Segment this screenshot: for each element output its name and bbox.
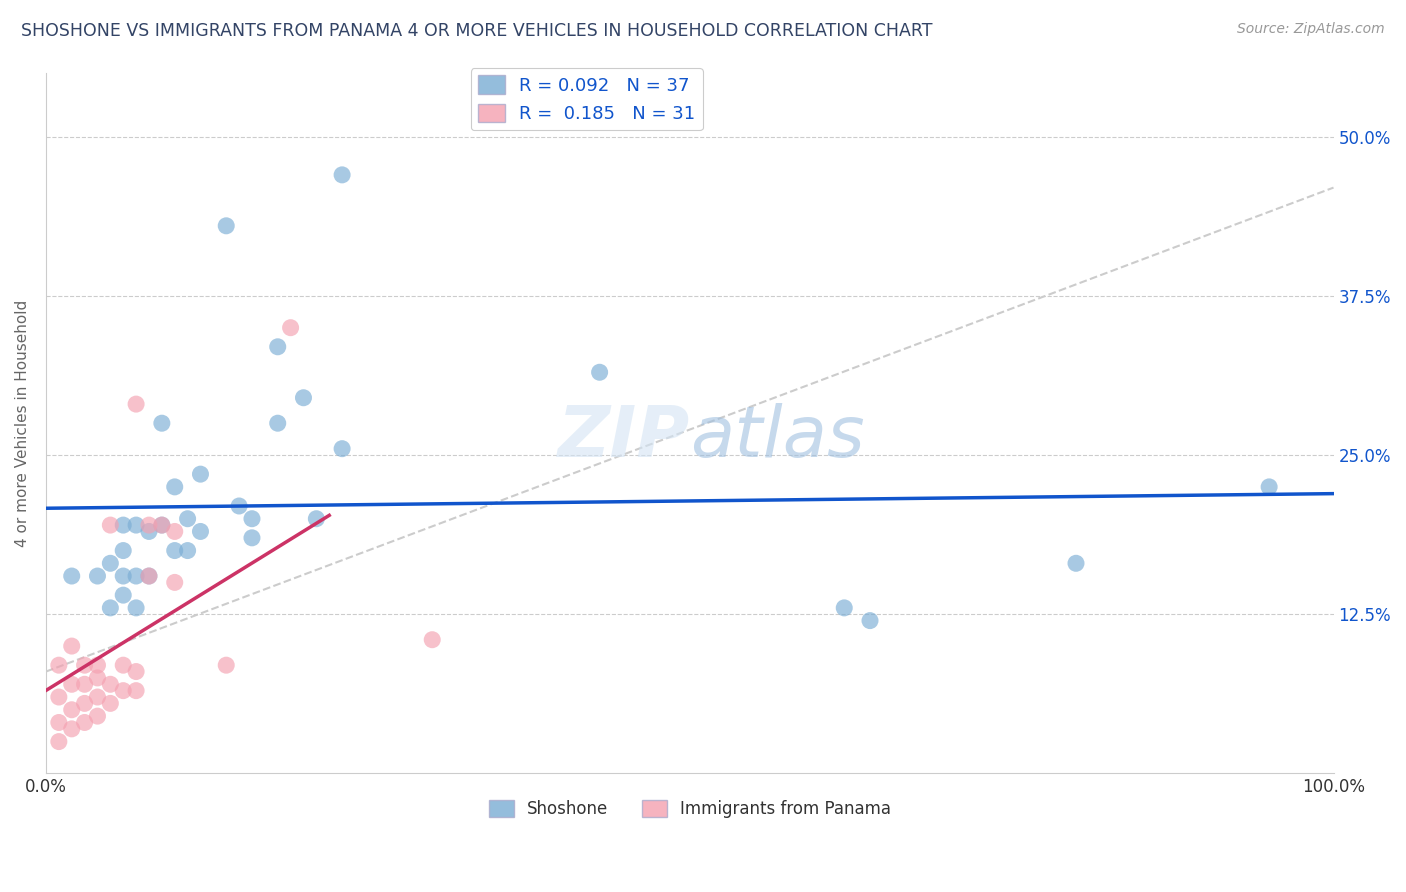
- Point: [125, 683, 148, 698]
- Point: [280, 320, 302, 334]
- Point: [48, 715, 70, 730]
- Point: [292, 391, 315, 405]
- Point: [150, 518, 173, 533]
- Point: [112, 569, 135, 583]
- Point: [150, 416, 173, 430]
- Point: [588, 365, 610, 379]
- Point: [240, 512, 263, 526]
- Point: [138, 569, 160, 583]
- Point: [125, 397, 148, 411]
- Point: [98, 697, 121, 711]
- Point: [215, 219, 238, 233]
- Point: [86, 690, 108, 704]
- Point: [138, 569, 160, 583]
- Point: [98, 556, 121, 570]
- Point: [125, 569, 148, 583]
- Text: atlas: atlas: [690, 402, 865, 472]
- Point: [112, 518, 135, 533]
- Point: [176, 543, 198, 558]
- Point: [60, 722, 83, 736]
- Point: [330, 168, 353, 182]
- Point: [60, 639, 83, 653]
- Point: [98, 518, 121, 533]
- Legend: Shoshone, Immigrants from Panama: Shoshone, Immigrants from Panama: [482, 793, 897, 824]
- Point: [859, 614, 882, 628]
- Point: [832, 600, 855, 615]
- Point: [163, 480, 186, 494]
- Point: [330, 442, 353, 456]
- Point: [86, 658, 108, 673]
- Point: [73, 697, 96, 711]
- Point: [420, 632, 443, 647]
- Point: [125, 600, 148, 615]
- Point: [163, 575, 186, 590]
- Point: [267, 340, 290, 354]
- Point: [163, 524, 186, 539]
- Point: [240, 531, 263, 545]
- Point: [112, 683, 135, 698]
- Point: [138, 524, 160, 539]
- Point: [228, 499, 250, 513]
- Point: [48, 690, 70, 704]
- Point: [60, 703, 83, 717]
- Point: [305, 512, 328, 526]
- Point: [112, 588, 135, 602]
- Point: [125, 665, 148, 679]
- Point: [60, 569, 83, 583]
- Point: [163, 543, 186, 558]
- Point: [60, 677, 83, 691]
- Point: [1258, 480, 1281, 494]
- Text: SHOSHONE VS IMMIGRANTS FROM PANAMA 4 OR MORE VEHICLES IN HOUSEHOLD CORRELATION C: SHOSHONE VS IMMIGRANTS FROM PANAMA 4 OR …: [21, 22, 932, 40]
- Point: [267, 416, 290, 430]
- Point: [98, 677, 121, 691]
- Text: ZIP: ZIP: [558, 402, 690, 472]
- Point: [73, 658, 96, 673]
- Point: [190, 467, 212, 482]
- Point: [73, 715, 96, 730]
- Point: [1064, 556, 1087, 570]
- Point: [138, 518, 160, 533]
- Y-axis label: 4 or more Vehicles in Household: 4 or more Vehicles in Household: [15, 300, 30, 547]
- Point: [86, 709, 108, 723]
- Point: [112, 543, 135, 558]
- Point: [125, 518, 148, 533]
- Point: [86, 671, 108, 685]
- Point: [190, 524, 212, 539]
- Point: [150, 518, 173, 533]
- Point: [215, 658, 238, 673]
- Point: [48, 734, 70, 748]
- Point: [48, 658, 70, 673]
- Text: Source: ZipAtlas.com: Source: ZipAtlas.com: [1237, 22, 1385, 37]
- Point: [112, 658, 135, 673]
- Point: [73, 677, 96, 691]
- Point: [86, 569, 108, 583]
- Point: [98, 600, 121, 615]
- Point: [176, 512, 198, 526]
